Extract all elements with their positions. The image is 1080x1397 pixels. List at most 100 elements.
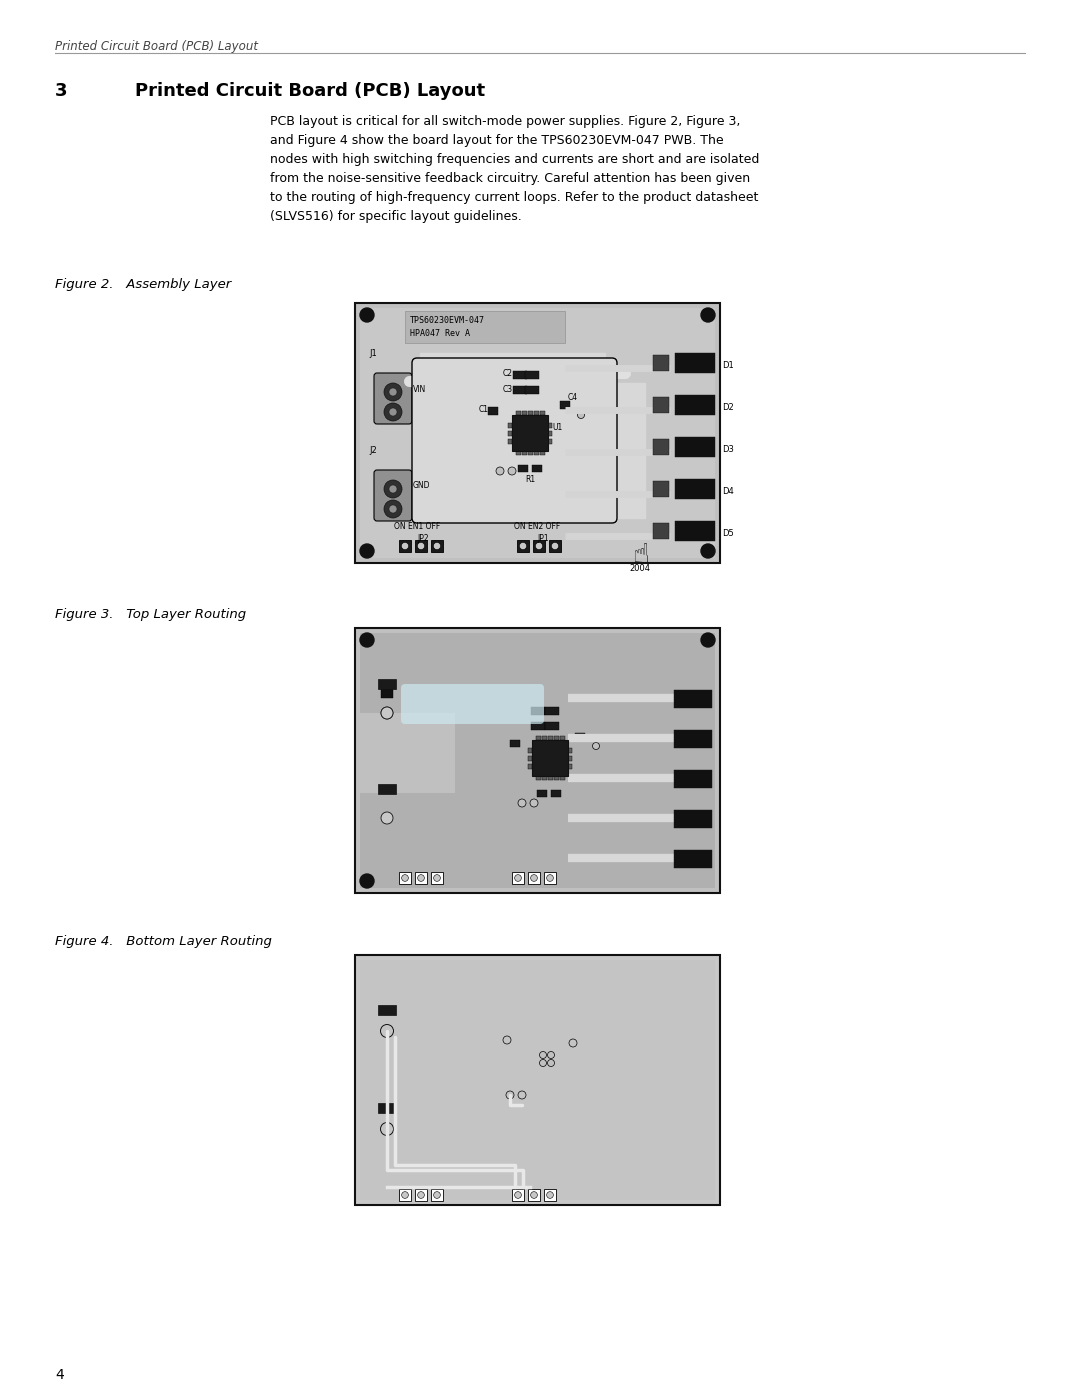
Circle shape	[418, 875, 424, 882]
Bar	[525, 372, 539, 379]
Text: JP2: JP2	[417, 534, 429, 543]
Bar	[653, 355, 669, 372]
Text: U1: U1	[552, 423, 563, 433]
Text: J2: J2	[369, 446, 377, 455]
Text: from the noise-sensitive feedback circuitry. Careful attention has been given: from the noise-sensitive feedback circui…	[270, 172, 751, 184]
Circle shape	[360, 633, 374, 647]
Bar	[360, 793, 515, 888]
Circle shape	[360, 307, 374, 321]
Text: ON EN1 OFF: ON EN1 OFF	[394, 522, 441, 531]
Bar	[515, 451, 521, 455]
Bar	[536, 775, 540, 780]
Text: and Figure 4 show the board layout for the TPS60230EVM-047 PWB. The: and Figure 4 show the board layout for t…	[270, 134, 724, 147]
Text: D5: D5	[723, 528, 733, 538]
Text: HPA047 Rev A: HPA047 Rev A	[410, 330, 470, 338]
Bar	[355, 629, 720, 893]
Text: D4: D4	[723, 486, 733, 496]
Bar	[568, 756, 572, 760]
Bar	[513, 372, 527, 379]
Bar	[378, 679, 396, 689]
Bar	[653, 397, 669, 414]
Circle shape	[384, 383, 402, 401]
Bar	[675, 395, 715, 415]
FancyBboxPatch shape	[401, 685, 544, 724]
Bar	[675, 479, 715, 499]
Bar	[532, 740, 568, 775]
Bar	[522, 451, 527, 455]
Text: D2: D2	[723, 402, 733, 412]
Bar	[405, 312, 565, 344]
Bar	[528, 747, 532, 753]
Bar	[510, 739, 519, 746]
Bar	[675, 521, 715, 541]
Circle shape	[507, 1091, 514, 1099]
Text: J1: J1	[369, 349, 377, 358]
Bar	[548, 422, 552, 427]
Bar	[551, 789, 561, 796]
Bar	[674, 849, 712, 868]
Bar	[399, 1189, 411, 1201]
Bar	[527, 451, 532, 455]
Bar	[674, 690, 712, 708]
Circle shape	[389, 408, 397, 416]
Bar	[559, 736, 565, 740]
Circle shape	[548, 1052, 554, 1059]
Bar	[559, 775, 565, 780]
Circle shape	[515, 875, 522, 882]
Bar	[554, 736, 558, 740]
Circle shape	[518, 799, 526, 807]
Circle shape	[540, 1059, 546, 1066]
Text: C4: C4	[568, 393, 578, 401]
Bar	[378, 1104, 396, 1113]
Text: (SLVS516) for specific layout guidelines.: (SLVS516) for specific layout guidelines…	[270, 210, 522, 224]
Bar	[512, 872, 524, 884]
Bar	[415, 541, 427, 552]
Text: ON EN2 OFF: ON EN2 OFF	[514, 522, 561, 531]
Text: Printed Circuit Board (PCB) Layout: Printed Circuit Board (PCB) Layout	[55, 41, 258, 53]
Bar	[528, 756, 532, 760]
Circle shape	[536, 542, 542, 549]
Circle shape	[389, 388, 397, 395]
Circle shape	[578, 412, 584, 419]
Circle shape	[433, 542, 441, 549]
Bar	[532, 464, 542, 472]
Text: Figure 4.   Bottom Layer Routing: Figure 4. Bottom Layer Routing	[55, 935, 272, 949]
Text: Figure 3.   Top Layer Routing: Figure 3. Top Layer Routing	[55, 608, 246, 622]
Bar	[360, 307, 715, 557]
Circle shape	[569, 1039, 577, 1046]
Text: GND: GND	[413, 482, 431, 490]
Bar	[360, 633, 715, 712]
Bar	[531, 722, 545, 731]
Bar	[561, 401, 570, 409]
Bar	[399, 541, 411, 552]
FancyBboxPatch shape	[411, 358, 617, 522]
Circle shape	[434, 1192, 441, 1199]
Text: Printed Circuit Board (PCB) Layout: Printed Circuit Board (PCB) Layout	[135, 82, 485, 101]
Bar	[548, 439, 552, 443]
Bar	[549, 541, 561, 552]
Circle shape	[546, 1192, 553, 1199]
Bar	[528, 872, 540, 884]
Text: C1: C1	[480, 405, 489, 415]
Circle shape	[360, 543, 374, 557]
Circle shape	[384, 481, 402, 497]
Bar	[548, 775, 553, 780]
Circle shape	[503, 1037, 511, 1044]
Bar	[545, 722, 559, 731]
Text: TPS60230EVM-047: TPS60230EVM-047	[410, 316, 485, 326]
Circle shape	[380, 1024, 393, 1038]
Bar	[653, 439, 669, 455]
Text: VIN: VIN	[413, 384, 427, 394]
Text: ☝: ☝	[632, 541, 648, 569]
Bar	[674, 731, 712, 747]
Bar	[508, 439, 512, 443]
Bar	[455, 633, 715, 888]
Circle shape	[515, 1192, 522, 1199]
Circle shape	[701, 543, 715, 557]
Bar	[568, 764, 572, 768]
Circle shape	[508, 467, 516, 475]
Text: JP1: JP1	[537, 534, 549, 543]
Bar	[531, 707, 545, 715]
Bar	[537, 789, 546, 796]
Bar	[508, 422, 512, 427]
